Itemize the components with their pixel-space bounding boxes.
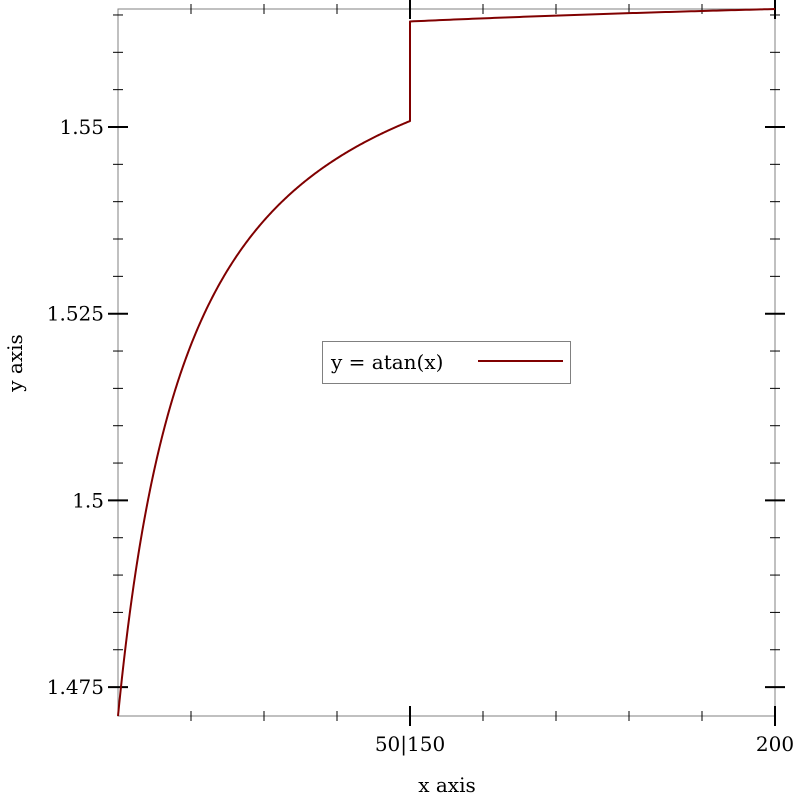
legend: y = atan(x) [322, 341, 571, 384]
plot-border [117, 8, 776, 717]
legend-entry-label: y = atan(x) [330, 350, 443, 374]
minor-ticks [113, 4, 780, 721]
series-line-atan [117, 8, 776, 717]
y-tick-label: 1.5 [72, 488, 104, 512]
tick-labels: 50|150 200 1.475 1.5 1.525 1.55 [47, 115, 794, 757]
x-axis-label: x axis [418, 773, 476, 797]
x-tick-label: 200 [756, 732, 794, 756]
y-tick-label: 1.55 [59, 115, 104, 139]
legend-box [322, 341, 571, 384]
series-layer [117, 8, 776, 717]
y-tick-label: 1.525 [47, 302, 104, 326]
y-tick-label: 1.475 [47, 675, 104, 699]
major-ticks [108, 0, 785, 726]
x-tick-label: 50|150 [375, 732, 445, 757]
y-axis-label: y axis [3, 334, 27, 393]
plot-frame [117, 8, 776, 717]
